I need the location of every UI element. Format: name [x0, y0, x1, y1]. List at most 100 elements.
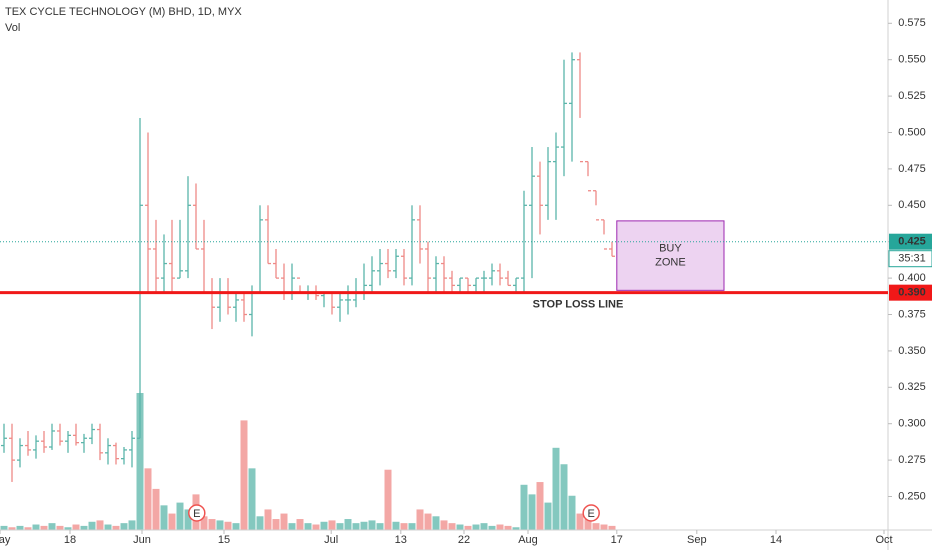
stop-loss-label-box: [889, 284, 932, 301]
volume-bar: [472, 524, 480, 530]
y-tick-label: 0.350: [898, 345, 926, 357]
volume-bar: [184, 509, 192, 530]
volume-bar: [168, 513, 176, 530]
volume-bar: [304, 523, 312, 530]
volume-bar: [528, 494, 536, 530]
y-tick-label: 0.325: [898, 381, 926, 393]
volume-bar: [152, 488, 160, 530]
volume-bar: [408, 523, 416, 530]
volume-bar: [592, 523, 600, 530]
earnings-marker: [188, 504, 206, 522]
volume-bar: [456, 524, 464, 530]
volume-bar: [576, 513, 584, 530]
volume-bar: [104, 524, 112, 530]
volume-bar: [568, 495, 576, 530]
volume-bar: [248, 468, 256, 530]
x-tick-label: Aug: [518, 534, 538, 546]
x-tick-label: Oct: [875, 534, 892, 546]
volume-bar: [240, 420, 248, 530]
x-tick-label: 18: [64, 534, 76, 546]
volume-bar: [264, 509, 272, 530]
price-label-box: [889, 233, 932, 250]
volume-bar: [544, 502, 552, 530]
volume-bar: [560, 464, 568, 530]
volume-bar: [424, 513, 432, 530]
earnings-label: E: [193, 508, 200, 520]
volume-bar: [112, 525, 120, 530]
volume-bar: [224, 521, 232, 530]
volume-bar: [344, 519, 352, 530]
y-tick-label: 0.550: [898, 54, 926, 66]
volume-bar: [464, 525, 472, 530]
volume-bar: [400, 523, 408, 530]
volume-bar: [416, 509, 424, 530]
volume-bar: [280, 513, 288, 530]
volume-bar: [160, 505, 168, 530]
volume-bar: [504, 525, 512, 530]
volume-bar: [520, 484, 528, 530]
volume-bar: [288, 523, 296, 530]
volume-bar: [600, 524, 608, 530]
volume-label: Vol: [5, 22, 20, 34]
volume-bar: [176, 502, 184, 530]
volume-bar: [360, 521, 368, 530]
volume-bar: [272, 519, 280, 530]
volume-bar: [384, 469, 392, 530]
buy-zone: [616, 220, 725, 291]
volume-bar: [448, 523, 456, 530]
volume-bar: [208, 519, 216, 530]
volume-bar: [296, 519, 304, 530]
volume-bar: [32, 524, 40, 530]
volume-bar: [16, 525, 24, 530]
volume-bar: [480, 523, 488, 530]
volume-bar: [136, 393, 144, 530]
x-tick-label: Jul: [324, 534, 338, 546]
volume-bar: [0, 525, 8, 530]
x-tick-label: 14: [770, 534, 782, 546]
volume-bar: [8, 527, 16, 530]
volume-bar: [608, 525, 616, 530]
y-tick-label: 0.300: [898, 418, 926, 430]
y-tick-label: 0.475: [898, 163, 926, 175]
volume-bar: [376, 523, 384, 530]
volume-bar: [128, 520, 136, 530]
volume-bar: [392, 521, 400, 530]
price-label: 0.425: [898, 236, 926, 248]
y-tick-label: 0.450: [898, 199, 926, 211]
volume-bar: [440, 520, 448, 530]
stop-loss-label: 0.390: [898, 287, 926, 299]
volume-bar: [56, 525, 64, 530]
x-tick-label: 17: [611, 534, 623, 546]
y-tick-label: 0.400: [898, 272, 926, 284]
volume-bar: [336, 523, 344, 530]
volume-bar: [552, 447, 560, 530]
x-tick-label: 15: [218, 534, 230, 546]
y-tick-label: 0.500: [898, 126, 926, 138]
volume-bar: [432, 516, 440, 530]
earnings-marker: [582, 504, 600, 522]
volume-bar: [256, 516, 264, 530]
countdown-box: [888, 250, 932, 268]
y-tick-label: 0.525: [898, 90, 926, 102]
x-tick-label: May: [0, 534, 11, 546]
stop-loss-text: STOP LOSS LINE: [533, 299, 624, 311]
volume-bar: [496, 524, 504, 530]
volume-bar: [200, 516, 208, 530]
volume-bar: [96, 520, 104, 530]
y-tick-label: 0.575: [898, 17, 926, 29]
x-tick-label: Jun: [133, 534, 151, 546]
volume-bar: [64, 527, 72, 530]
volume-bar: [488, 525, 496, 530]
volume-bar: [320, 521, 328, 530]
countdown: 35:31: [898, 253, 926, 265]
volume-bar: [312, 524, 320, 530]
volume-bar: [72, 524, 80, 530]
x-tick-label: 13: [395, 534, 407, 546]
volume-bar: [216, 520, 224, 530]
y-tick-label: 0.375: [898, 308, 926, 320]
earnings-label: E: [588, 508, 595, 520]
volume-bar: [48, 523, 56, 530]
y-tick-label: 0.275: [898, 454, 926, 466]
